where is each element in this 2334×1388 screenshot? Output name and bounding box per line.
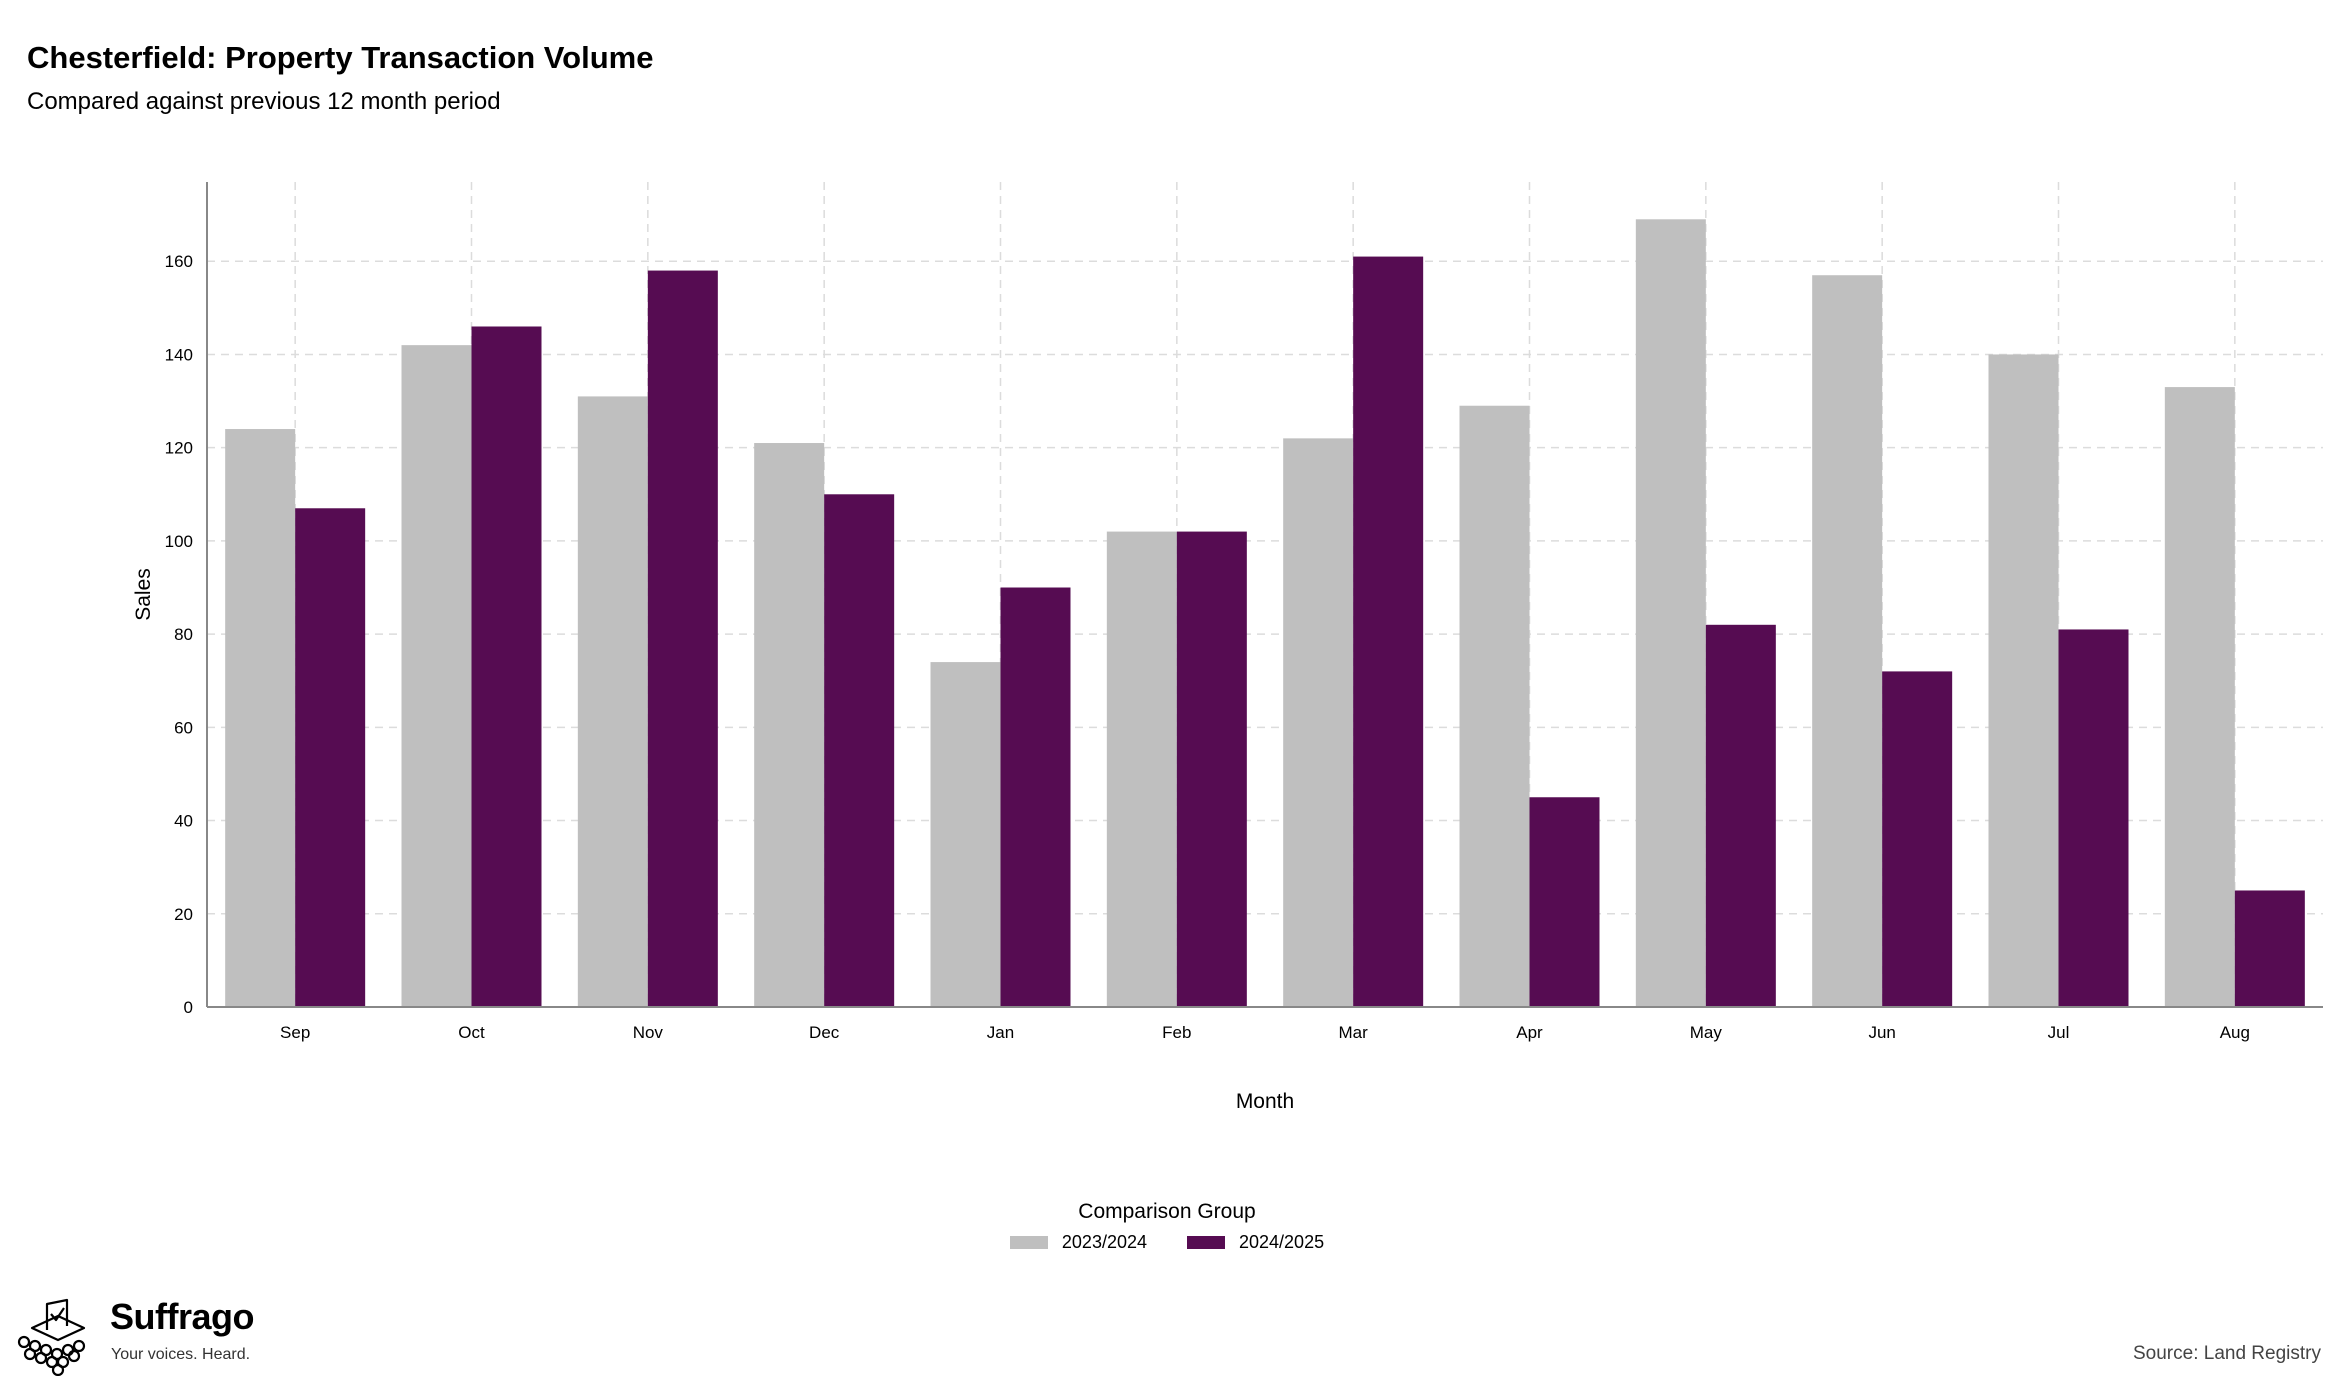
y-tick-label: 100 [165, 532, 193, 551]
source-note: Source: Land Registry [2133, 1343, 2321, 1364]
chart-bars [225, 219, 2305, 1008]
legend-label: 2023/2024 [1061, 1232, 1147, 1252]
bar-chart: 0 20 40 60 80 100 120 140 160 Sep Oct Nov Dec Jan Feb M… [132, 182, 2323, 1113]
bar-may-2023-2024 [1635, 219, 1706, 1007]
bar-mar-2023-2024 [1283, 438, 1354, 1007]
legend-swatch [1009, 1236, 1048, 1249]
x-axis-title: Month [1236, 1090, 1294, 1113]
bar-may-2024-2025 [1705, 624, 1776, 1007]
x-tick-label: Nov [633, 1023, 664, 1042]
bar-jul-2024-2025 [2058, 629, 2129, 1007]
x-tick-label: Feb [1162, 1023, 1191, 1042]
chart-axes: 0 20 40 60 80 100 120 140 160 Sep Oct Nov Dec Jan Feb M… [165, 182, 2323, 1042]
bar-apr-2023-2024 [1459, 405, 1530, 1007]
bar-oct-2024-2025 [471, 326, 542, 1007]
x-tick-label: Jul [2048, 1023, 2070, 1042]
y-tick-label: 60 [174, 718, 193, 737]
brand-tagline: Your voices. Heard. [111, 1346, 251, 1363]
bar-feb-2024-2025 [1176, 531, 1247, 1007]
x-tick-label: Apr [1516, 1023, 1543, 1042]
x-tick-label: Sep [280, 1023, 310, 1042]
bar-jan-2023-2024 [930, 662, 1001, 1007]
legend-label: 2024/2025 [1239, 1232, 1325, 1252]
y-tick-label: 20 [174, 905, 193, 924]
y-tick-label: 140 [165, 345, 193, 364]
legend-item-2024-2025: 2024/2025 [1187, 1232, 1324, 1253]
bar-dec-2024-2025 [824, 494, 895, 1007]
x-tick-label: May [1690, 1023, 1723, 1042]
bar-nov-2023-2024 [577, 396, 648, 1008]
y-tick-label: 80 [174, 625, 193, 644]
x-tick-label: Oct [458, 1023, 485, 1042]
legend-item-2023-2024: 2023/2024 [1009, 1232, 1147, 1253]
bar-jul-2023-2024 [1988, 354, 2059, 1007]
bar-feb-2023-2024 [1106, 531, 1177, 1007]
bar-sep-2023-2024 [225, 429, 296, 1007]
x-tick-label: Jan [987, 1023, 1014, 1042]
y-tick-label: 40 [174, 812, 193, 831]
bar-oct-2023-2024 [401, 345, 472, 1007]
x-tick-label: Jun [1868, 1023, 1895, 1042]
brand-logo: Suffrago Your voices. Heard. [14, 1296, 274, 1377]
legend-swatch [1187, 1236, 1225, 1249]
bar-nov-2024-2025 [647, 270, 718, 1007]
bar-jan-2024-2025 [1000, 587, 1071, 1007]
x-tick-label: Mar [1339, 1023, 1369, 1042]
bar-jun-2024-2025 [1882, 671, 1953, 1007]
bar-mar-2024-2025 [1353, 256, 1424, 1007]
x-tick-label: Dec [809, 1023, 840, 1042]
bar-apr-2024-2025 [1529, 797, 1600, 1007]
bar-aug-2023-2024 [2164, 387, 2235, 1008]
x-tick-label: Aug [2220, 1023, 2250, 1042]
y-tick-label: 120 [165, 439, 193, 458]
chart-legend: Comparison Group 2023/2024 2024/2025 [0, 1200, 2334, 1253]
bar-jun-2023-2024 [1812, 275, 1883, 1007]
ballot-box-icon [17, 1298, 86, 1377]
chart-title: Chesterfield: Property Transaction Volum… [27, 40, 654, 75]
bar-sep-2024-2025 [295, 508, 366, 1007]
legend-title: Comparison Group [1078, 1200, 1256, 1223]
chart-subtitle: Compared against previous 12 month perio… [27, 88, 501, 115]
y-axis-title: Sales [132, 568, 155, 621]
y-tick-label: 160 [165, 252, 193, 271]
bar-aug-2024-2025 [2234, 890, 2305, 1007]
bar-dec-2023-2024 [754, 443, 825, 1007]
y-tick-label: 0 [184, 998, 193, 1017]
brand-name: Suffrago [110, 1296, 255, 1337]
